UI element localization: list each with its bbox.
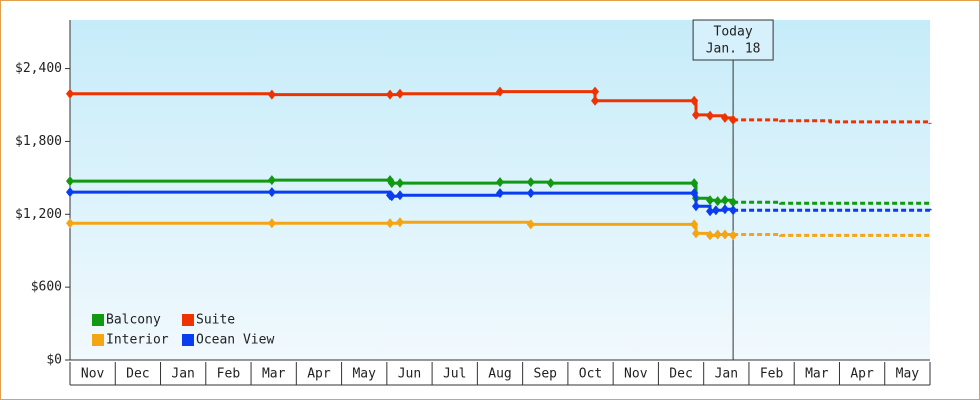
x-tick-label: Apr	[307, 367, 331, 382]
price-point	[690, 188, 699, 199]
x-tick-label: Dec	[669, 367, 692, 382]
x-tick-label: Apr	[850, 367, 874, 382]
today-label: Today	[714, 25, 753, 40]
x-tick-label: Mar	[805, 367, 829, 382]
price-point	[395, 190, 404, 201]
price-point	[267, 175, 276, 186]
price-point	[729, 205, 738, 216]
x-tick-label: Nov	[81, 367, 105, 382]
price-point	[690, 178, 699, 189]
price-point	[591, 86, 600, 97]
price-point	[706, 230, 715, 241]
x-tick-label: Jan	[171, 367, 194, 382]
price-point	[496, 177, 504, 188]
price-point	[546, 178, 555, 189]
price-point	[691, 201, 700, 212]
price-point	[66, 88, 74, 99]
x-tick-label: Feb	[217, 367, 241, 382]
forecast-line	[733, 232, 932, 237]
price-point	[66, 187, 74, 198]
price-point	[706, 206, 715, 217]
y-tick-label: $2,400	[15, 61, 62, 76]
price-point	[690, 95, 699, 106]
x-tick-label: Oct	[579, 367, 602, 382]
y-tick-label: $1,200	[15, 207, 62, 222]
price-point	[267, 187, 276, 198]
price-point	[691, 109, 700, 120]
price-point	[496, 86, 504, 97]
x-tick-label: Aug	[488, 367, 511, 382]
price-point	[713, 196, 722, 207]
price-point	[386, 89, 395, 100]
price-point	[711, 205, 720, 216]
x-tick-label: May	[352, 367, 376, 382]
legend-label: Ocean View	[196, 333, 274, 348]
today-label: Jan. 18	[706, 42, 761, 57]
legend-swatch	[182, 334, 194, 346]
x-tick-label: Jun	[398, 367, 421, 382]
legend-swatch	[92, 334, 104, 346]
price-point	[706, 195, 715, 206]
x-tick-label: Jan	[715, 367, 738, 382]
price-point	[66, 218, 74, 229]
legend-label: Interior	[106, 333, 169, 348]
legend-label: Balcony	[106, 313, 161, 328]
price-point	[66, 176, 74, 187]
price-point	[496, 188, 504, 199]
price-point	[591, 95, 600, 106]
price-point	[267, 218, 276, 229]
price-point	[729, 197, 738, 208]
price-point	[706, 110, 715, 121]
forecast-line	[733, 208, 932, 213]
price-point	[729, 114, 738, 125]
price-point	[720, 229, 729, 240]
y-tick-label: $1,800	[15, 134, 62, 149]
price-point	[267, 89, 276, 100]
forecast-line	[733, 200, 932, 206]
x-tick-label: Mar	[262, 367, 286, 382]
x-tick-label: May	[896, 367, 920, 382]
price-point	[395, 217, 404, 228]
price-point	[395, 88, 404, 99]
price-point	[720, 195, 729, 206]
price-point	[387, 191, 396, 202]
price-point	[690, 219, 699, 230]
price-point	[395, 178, 404, 189]
price-point	[526, 177, 535, 188]
price-point	[691, 228, 700, 239]
x-tick-label: Dec	[126, 367, 149, 382]
x-tick-label: Sep	[534, 367, 558, 382]
price-point	[526, 219, 535, 230]
legend-swatch	[182, 314, 194, 326]
price-point	[386, 218, 395, 229]
x-tick-label: Nov	[624, 367, 648, 382]
legend-swatch	[92, 314, 104, 326]
price-point	[526, 188, 535, 199]
x-tick-label: Feb	[760, 367, 784, 382]
legend-label: Suite	[196, 313, 235, 328]
price-point	[729, 230, 738, 241]
price-point	[713, 229, 722, 240]
y-tick-label: $0	[46, 353, 62, 368]
price-point	[387, 178, 396, 189]
x-tick-label: Jul	[443, 367, 466, 382]
y-tick-label: $600	[31, 280, 62, 295]
price-point	[720, 204, 729, 215]
forecast-line	[733, 118, 932, 124]
today-box	[692, 19, 774, 61]
price-point	[720, 112, 729, 123]
